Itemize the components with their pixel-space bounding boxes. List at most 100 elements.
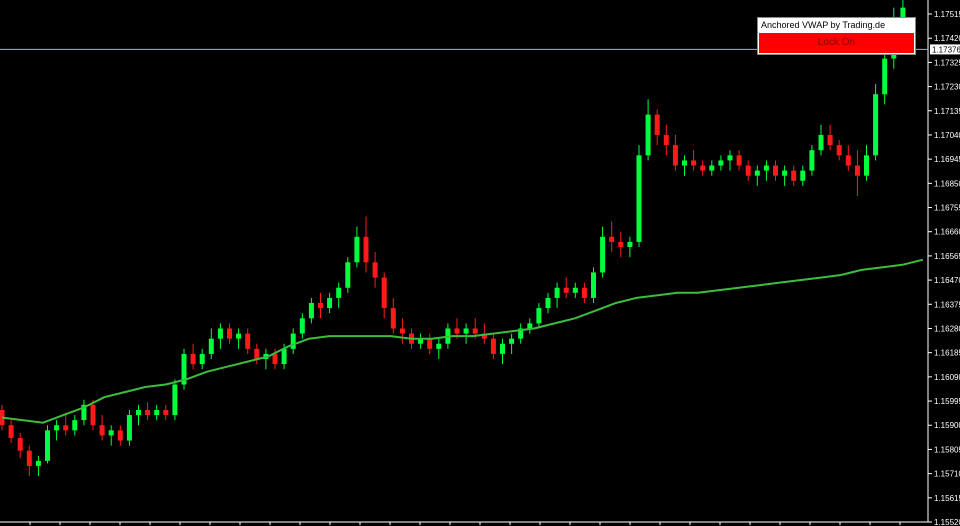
y-tick-label: 1.17420	[934, 34, 960, 43]
candle	[26, 445, 32, 477]
candle	[172, 379, 178, 421]
candle-body	[35, 460, 41, 466]
candle	[836, 140, 842, 161]
candle	[782, 165, 788, 186]
candle-body	[773, 165, 778, 176]
candle	[754, 165, 760, 186]
candle-body	[172, 384, 178, 416]
candle-body	[199, 353, 205, 365]
candle-body	[882, 58, 888, 95]
y-tick-label: 1.17515	[934, 10, 960, 19]
candle	[791, 165, 797, 186]
candle	[372, 252, 378, 288]
candle-body	[418, 338, 424, 344]
candle-body	[90, 404, 96, 426]
candle-body	[81, 404, 87, 421]
candle-body	[17, 437, 23, 451]
candle	[145, 402, 151, 421]
candle-body	[45, 430, 50, 461]
candle-body	[299, 318, 305, 334]
candle-body	[845, 155, 851, 166]
candle	[545, 292, 551, 314]
candle	[418, 333, 424, 349]
y-tick-label: 1.16280	[934, 324, 960, 333]
candle	[327, 292, 333, 314]
candle-body	[754, 170, 760, 176]
candle-body	[117, 430, 123, 441]
candle-body	[463, 328, 469, 334]
candle	[99, 415, 105, 441]
candle-body	[572, 287, 578, 293]
candle-body	[281, 348, 287, 365]
y-tick-label: 1.15520	[934, 518, 960, 526]
candle-body	[372, 262, 378, 278]
candle	[773, 160, 778, 181]
candle	[236, 328, 242, 349]
candle	[873, 84, 879, 161]
candle	[427, 333, 433, 354]
candle-body	[827, 134, 833, 146]
candle-body	[854, 165, 860, 176]
candle-body	[490, 338, 496, 354]
candle	[864, 145, 869, 181]
candle-body	[381, 277, 387, 309]
candle	[108, 425, 114, 446]
y-tick-label: 1.16375	[934, 300, 960, 309]
candle	[727, 150, 733, 171]
candle-body	[26, 450, 32, 466]
candle	[672, 134, 678, 171]
candle-body	[527, 323, 533, 329]
candle	[691, 150, 697, 171]
candle	[199, 348, 205, 370]
candle	[682, 155, 687, 176]
candle-body	[136, 409, 141, 416]
candle	[217, 323, 223, 349]
candle	[645, 99, 651, 161]
candle-body	[208, 338, 214, 354]
y-tick-label: 1.15710	[934, 470, 960, 479]
lock-on-button[interactable]: Lock On	[759, 33, 914, 53]
candle	[654, 109, 660, 146]
candle	[736, 150, 742, 171]
y-tick-label: 1.17135	[934, 107, 960, 116]
candle	[345, 257, 351, 293]
candle	[854, 150, 860, 197]
candle	[845, 145, 851, 171]
candle	[190, 343, 196, 370]
candle-body	[791, 170, 797, 181]
y-tick-label: 1.17325	[934, 58, 960, 67]
y-tick-label: 1.15615	[934, 494, 960, 503]
candle-body	[154, 409, 160, 416]
candle	[263, 348, 269, 370]
candle-body	[472, 328, 478, 334]
candle-body	[718, 160, 724, 166]
candle-body	[518, 328, 524, 339]
candle	[354, 226, 360, 268]
candle-body	[645, 114, 651, 156]
candle-body	[818, 134, 824, 151]
current-price-tag	[930, 44, 960, 55]
candle-body	[63, 425, 69, 431]
candle	[800, 165, 806, 186]
candle	[527, 318, 533, 334]
candle-body	[72, 420, 78, 431]
candle-body	[290, 333, 296, 349]
candle	[636, 145, 642, 247]
candle-body	[245, 333, 251, 349]
y-tick-label: 1.16945	[934, 155, 960, 164]
candle	[54, 420, 60, 441]
candle-body	[217, 328, 223, 339]
candle	[481, 323, 487, 344]
candle-body	[636, 155, 642, 242]
candle	[35, 455, 41, 477]
candle	[308, 297, 314, 324]
candle-body	[736, 155, 742, 166]
candle-body	[663, 134, 669, 146]
candle-body	[745, 165, 751, 176]
candle-body	[500, 343, 505, 354]
y-tick-label: 1.17230	[934, 83, 960, 92]
y-tick-label: 1.15900	[934, 421, 960, 430]
y-tick-label: 1.16565	[934, 252, 960, 261]
